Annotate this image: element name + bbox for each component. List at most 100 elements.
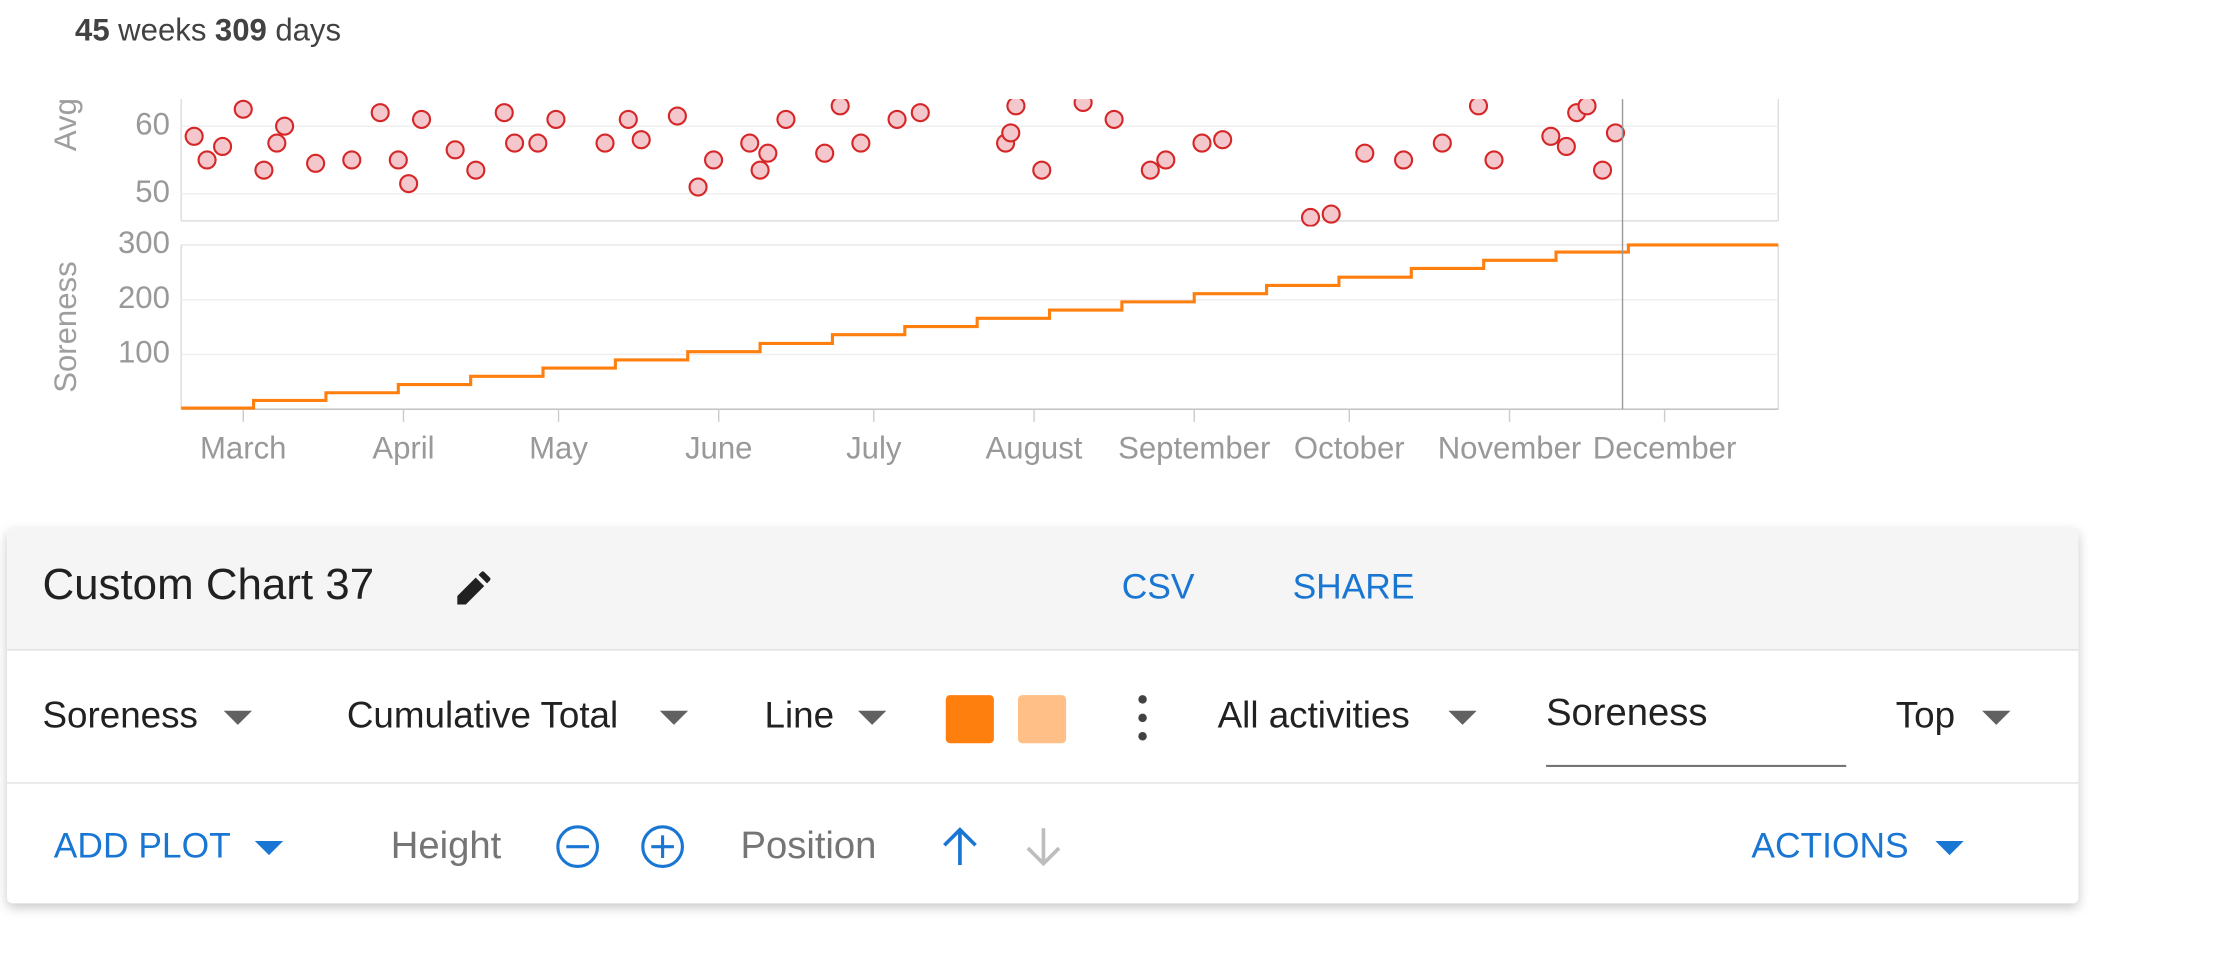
point xyxy=(1321,204,1341,224)
placement-select[interactable]: Top xyxy=(1896,695,1955,736)
point xyxy=(388,150,408,170)
summary: 45 weeks 309 days xyxy=(75,13,341,48)
point xyxy=(342,150,362,170)
point xyxy=(233,99,253,119)
scatter-points xyxy=(184,99,1626,227)
aggregation-select[interactable]: Cumulative Total xyxy=(347,695,618,736)
weeks-count: 45 xyxy=(75,13,110,48)
point xyxy=(528,133,548,153)
point xyxy=(1592,160,1613,180)
height-decrease[interactable] xyxy=(556,825,600,869)
point xyxy=(1156,150,1176,170)
point xyxy=(306,153,326,173)
point xyxy=(887,109,907,129)
csv-button[interactable]: CSV xyxy=(1122,567,1195,606)
point xyxy=(445,140,465,160)
point xyxy=(1541,126,1561,146)
point xyxy=(910,103,930,123)
dropdown-caret[interactable] xyxy=(254,840,284,856)
height-increase[interactable] xyxy=(641,825,684,869)
point xyxy=(546,109,566,129)
point xyxy=(1192,133,1212,153)
x-tick-label: August xyxy=(986,430,1083,465)
point xyxy=(740,133,760,153)
point xyxy=(1032,160,1052,180)
dropdown-caret[interactable] xyxy=(1448,710,1477,725)
metric-select[interactable]: Soreness xyxy=(42,695,197,736)
dropdown-caret[interactable] xyxy=(1982,710,2011,725)
point xyxy=(1556,136,1576,157)
point xyxy=(254,160,274,180)
point xyxy=(851,133,871,153)
point xyxy=(618,109,638,129)
weeks-unit: weeks xyxy=(117,13,206,48)
point xyxy=(494,103,514,123)
y-tick-label: 100 xyxy=(118,335,170,370)
point xyxy=(399,174,419,194)
x-tick-label: October xyxy=(1294,430,1405,465)
style-select[interactable]: Line xyxy=(765,695,835,736)
edit-icon[interactable] xyxy=(457,571,491,605)
dropdown-caret[interactable] xyxy=(1935,840,1964,856)
dropdown-caret[interactable] xyxy=(223,710,253,725)
point xyxy=(688,177,708,197)
filter-select[interactable]: All activities xyxy=(1218,695,1410,736)
point xyxy=(370,103,390,123)
x-tick-label: June xyxy=(685,430,753,465)
point xyxy=(815,143,835,163)
point xyxy=(1073,99,1093,113)
add-plot-button[interactable]: ADD PLOT xyxy=(54,826,231,865)
move-up[interactable] xyxy=(943,827,977,866)
x-tick-label: March xyxy=(200,430,286,465)
point xyxy=(631,130,651,150)
chart-panel: Custom Chart 37 CSV SHARE Soreness Cumul… xyxy=(7,528,2079,904)
point xyxy=(267,133,287,153)
point xyxy=(1355,143,1375,163)
point xyxy=(1001,123,1021,143)
point xyxy=(184,126,204,146)
point xyxy=(758,143,778,163)
point xyxy=(505,133,525,153)
point xyxy=(1577,99,1597,116)
point xyxy=(750,160,770,180)
point xyxy=(466,160,486,180)
line-color-swatch[interactable] xyxy=(945,695,994,744)
move-down[interactable] xyxy=(1026,828,1061,867)
point xyxy=(412,109,432,129)
point xyxy=(776,109,796,129)
point xyxy=(197,150,217,170)
point xyxy=(1393,150,1414,170)
y-tick-label: 60 xyxy=(135,106,170,141)
point xyxy=(275,116,295,136)
x-tick-label: December xyxy=(1593,430,1737,465)
point xyxy=(1213,130,1233,150)
point xyxy=(1605,123,1626,143)
point xyxy=(213,136,233,157)
label-field[interactable]: Soreness xyxy=(1546,691,1707,734)
actions-button[interactable]: ACTIONS xyxy=(1751,826,1908,865)
point xyxy=(1300,207,1321,227)
chart-name: Custom Chart 37 xyxy=(42,560,374,609)
point xyxy=(595,133,615,153)
x-tick-label: May xyxy=(529,430,588,465)
days-count: 309 xyxy=(215,13,267,48)
point xyxy=(1468,99,1489,116)
x-tick-label: November xyxy=(1438,430,1582,465)
x-tick-label: July xyxy=(846,430,902,465)
point xyxy=(1006,99,1026,116)
x-tick-label: April xyxy=(372,430,434,465)
dropdown-caret[interactable] xyxy=(857,710,887,725)
dropdown-caret[interactable] xyxy=(659,710,689,725)
y-tick-label: 200 xyxy=(118,280,170,315)
y-tick-label: 50 xyxy=(135,174,170,209)
y-axis-label: Soreness xyxy=(48,261,83,393)
fill-color-swatch[interactable] xyxy=(1017,695,1067,744)
more-menu[interactable] xyxy=(1138,695,1147,741)
point xyxy=(830,99,850,116)
point xyxy=(1484,150,1504,170)
y-axis-label: Avg xyxy=(48,98,83,151)
series-line xyxy=(181,243,1779,410)
share-button[interactable]: SHARE xyxy=(1293,567,1415,606)
